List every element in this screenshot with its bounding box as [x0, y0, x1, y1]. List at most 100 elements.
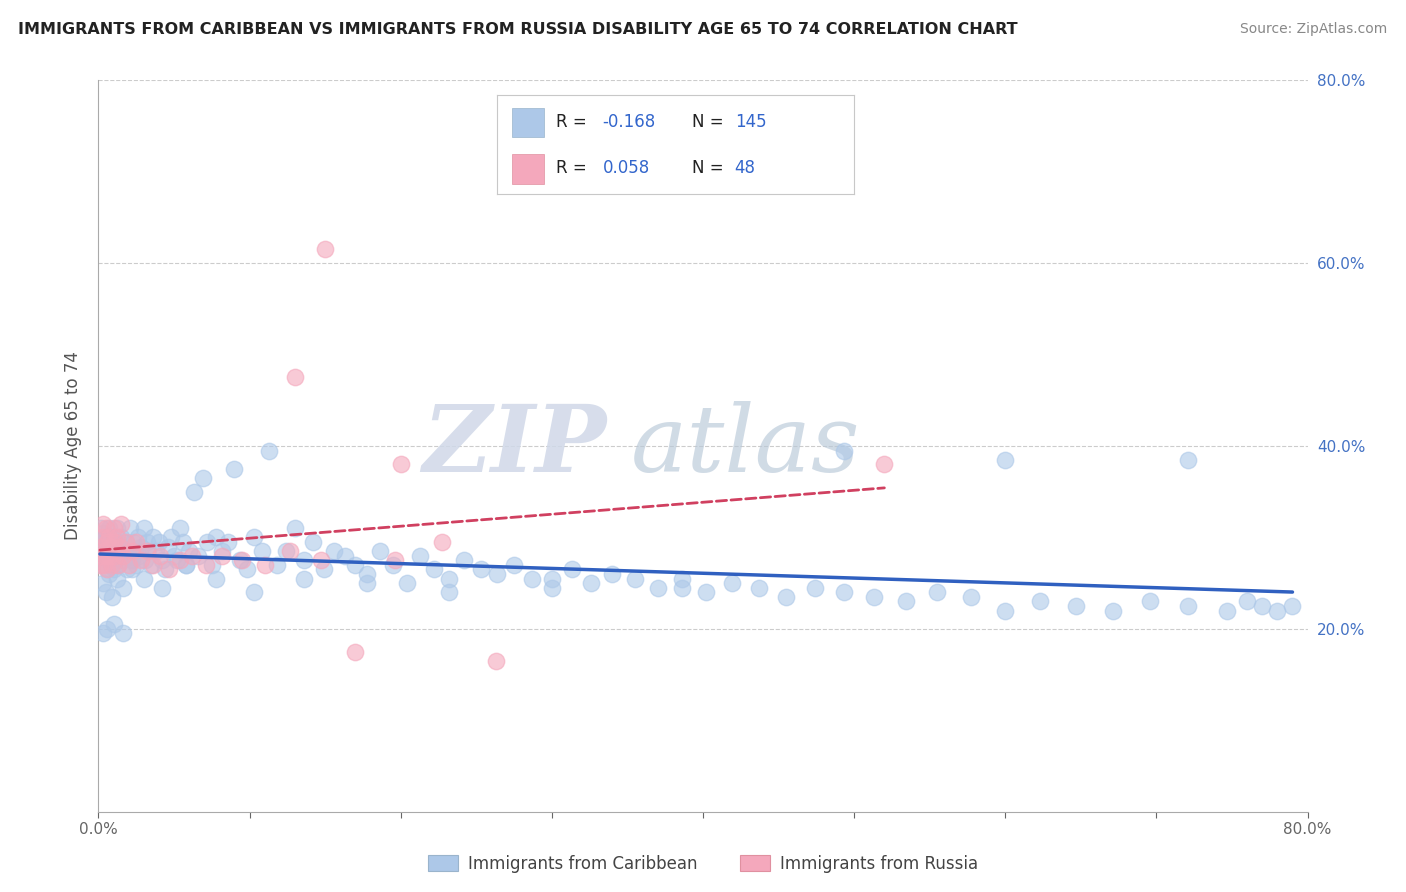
Point	[187, 549, 209, 563]
Point	[201, 558, 224, 572]
Point	[135, 544, 157, 558]
Point	[194, 558, 217, 572]
Point	[112, 544, 135, 558]
Point	[437, 572, 460, 586]
Point	[93, 535, 115, 549]
Point	[486, 567, 509, 582]
Point	[344, 558, 367, 572]
Point	[129, 540, 152, 554]
Point	[96, 562, 118, 576]
Point	[108, 540, 131, 554]
Point	[253, 558, 276, 572]
Point	[98, 535, 121, 549]
Point	[832, 443, 855, 458]
Point	[132, 572, 155, 586]
Point	[314, 243, 336, 257]
Legend: Immigrants from Caribbean, Immigrants from Russia: Immigrants from Caribbean, Immigrants fr…	[422, 848, 984, 880]
Point	[181, 549, 204, 563]
Point	[118, 558, 141, 572]
Point	[111, 626, 134, 640]
Point	[101, 558, 124, 572]
Point	[108, 549, 131, 563]
Point	[266, 558, 288, 572]
Point	[160, 530, 183, 544]
Text: Source: ZipAtlas.com: Source: ZipAtlas.com	[1240, 22, 1388, 37]
Point	[105, 572, 128, 586]
Point	[1177, 599, 1199, 613]
Point	[114, 535, 136, 549]
Point	[98, 567, 121, 582]
Point	[111, 553, 134, 567]
Point	[356, 576, 378, 591]
Point	[174, 558, 197, 572]
Point	[423, 562, 446, 576]
Point	[141, 558, 163, 572]
Point	[118, 549, 141, 563]
Point	[1066, 599, 1088, 613]
Point	[98, 549, 121, 563]
Point	[100, 540, 122, 554]
Point	[100, 544, 122, 558]
Point	[107, 558, 129, 572]
Point	[98, 521, 121, 535]
Point	[205, 572, 228, 586]
Point	[93, 544, 115, 558]
Point	[135, 535, 157, 549]
Point	[149, 549, 172, 563]
Point	[104, 549, 127, 563]
Point	[125, 535, 148, 549]
Point	[156, 540, 179, 554]
Point	[1216, 603, 1239, 617]
Point	[96, 549, 118, 563]
Point	[98, 530, 121, 544]
Point	[94, 521, 117, 535]
Point	[384, 553, 406, 567]
Point	[1236, 594, 1258, 608]
Point	[389, 457, 412, 471]
Point	[243, 585, 266, 599]
Point	[93, 558, 115, 572]
Point	[280, 544, 302, 558]
Point	[91, 558, 114, 572]
Point	[229, 553, 252, 567]
Point	[1267, 603, 1289, 617]
Point	[195, 535, 218, 549]
Point	[1281, 599, 1303, 613]
Point	[430, 535, 453, 549]
Point	[250, 544, 273, 558]
Point	[312, 562, 335, 576]
Point	[323, 544, 346, 558]
Text: IMMIGRANTS FROM CARIBBEAN VS IMMIGRANTS FROM RUSSIA DISABILITY AGE 65 TO 74 CORR: IMMIGRANTS FROM CARIBBEAN VS IMMIGRANTS …	[18, 22, 1018, 37]
Text: atlas: atlas	[630, 401, 860, 491]
Point	[121, 553, 143, 567]
Point	[169, 553, 191, 567]
Point	[94, 549, 117, 563]
Point	[174, 558, 197, 572]
Point	[101, 530, 124, 544]
Point	[94, 585, 117, 599]
Point	[90, 549, 112, 563]
Point	[1251, 599, 1274, 613]
Point	[90, 521, 112, 535]
Point	[183, 484, 205, 499]
Point	[105, 530, 128, 544]
Point	[485, 654, 508, 668]
Point	[540, 572, 562, 586]
Point	[284, 521, 307, 535]
Point	[217, 535, 239, 549]
Point	[111, 549, 134, 563]
Point	[134, 553, 156, 567]
Point	[125, 558, 148, 572]
Point	[191, 471, 214, 485]
Point	[159, 562, 181, 576]
Point	[720, 576, 742, 591]
Point	[100, 558, 122, 572]
Point	[110, 516, 132, 531]
Point	[91, 530, 114, 544]
Point	[142, 558, 165, 572]
Point	[111, 581, 134, 595]
Point	[235, 562, 257, 576]
Point	[748, 581, 770, 595]
Point	[274, 544, 297, 558]
Point	[284, 370, 307, 384]
